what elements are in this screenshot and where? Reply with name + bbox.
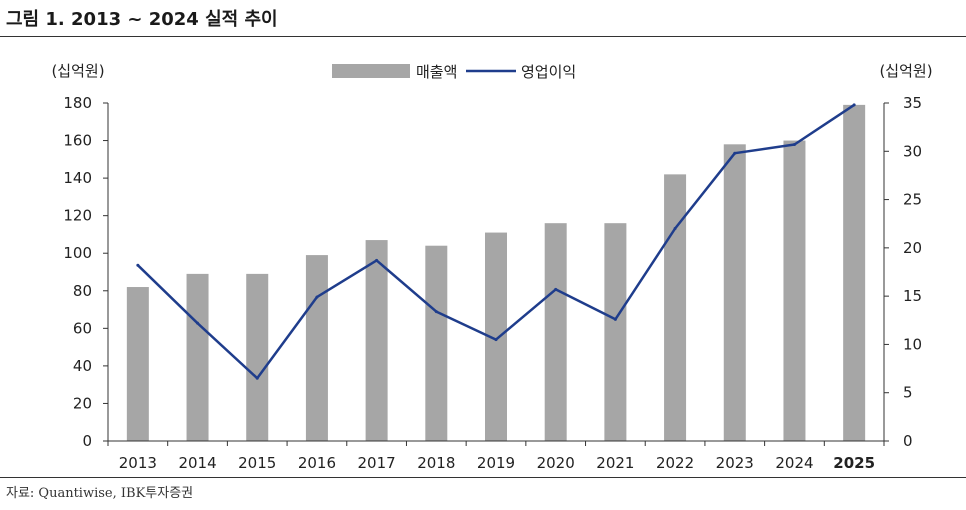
bar-2017	[365, 240, 388, 441]
axes: 0204060801001201401601800510152025303520…	[63, 94, 922, 472]
right-tick-label-25: 25	[903, 191, 922, 209]
line-point-2018	[434, 310, 438, 314]
line-point-2021	[613, 317, 617, 321]
bar-2016	[305, 255, 328, 441]
left-tick-label-60: 60	[73, 319, 92, 337]
bar-series	[126, 104, 866, 442]
right-tick-label-0: 0	[903, 432, 913, 450]
left-tick-label-20: 20	[73, 394, 92, 412]
left-tick-label-160: 160	[63, 132, 92, 150]
bar-2015	[246, 273, 269, 441]
left-axis-unit: (십억원)	[51, 62, 104, 80]
bar-2018	[425, 245, 448, 441]
bar-2013	[126, 287, 149, 441]
left-tick-label-140: 140	[63, 169, 92, 187]
left-tick-label-80: 80	[73, 282, 92, 300]
line-point-2019	[494, 338, 498, 342]
right-tick-label-10: 10	[903, 335, 922, 353]
bar-2020	[544, 223, 567, 441]
x-tick-label-2019: 2019	[477, 454, 515, 472]
line-point-2023	[733, 151, 737, 155]
line-point-2013	[136, 263, 140, 267]
left-tick-label-100: 100	[63, 244, 92, 262]
x-tick-label-2025: 2025	[833, 454, 875, 472]
line-point-2025	[852, 103, 856, 107]
right-tick-label-5: 5	[903, 384, 913, 402]
bar-2025	[843, 104, 866, 441]
bar-2019	[485, 232, 507, 441]
bar-2014	[186, 273, 209, 441]
legend-label-bar: 매출액	[416, 63, 457, 81]
legend-label-line: 영업이익	[521, 63, 576, 81]
source-note: 자료: Quantiwise, IBK투자증권	[6, 486, 194, 501]
x-tick-label-2021: 2021	[596, 454, 634, 472]
top-rule	[0, 36, 966, 37]
x-tick-label-2016: 2016	[298, 454, 336, 472]
chart-title: 그림 1. 2013 ~ 2024 실적 추이	[6, 9, 278, 30]
x-tick-label-2018: 2018	[417, 454, 455, 472]
x-tick-label-2020: 2020	[537, 454, 575, 472]
left-tick-label-0: 0	[82, 432, 92, 450]
legend: 매출액 영업이익	[332, 63, 576, 81]
x-tick-label-2013: 2013	[119, 454, 157, 472]
right-tick-label-35: 35	[903, 94, 922, 112]
line-point-2022	[673, 227, 677, 231]
x-tick-label-2014: 2014	[178, 454, 216, 472]
right-axis-unit: (십억원)	[879, 62, 932, 80]
x-tick-label-2023: 2023	[716, 454, 754, 472]
left-tick-label-180: 180	[63, 94, 92, 112]
line-point-2015	[255, 376, 259, 380]
bar-2023	[723, 144, 746, 442]
line-series	[136, 103, 856, 380]
bar-2022	[664, 174, 687, 441]
line-point-2020	[554, 287, 558, 291]
left-tick-label-40: 40	[73, 357, 92, 375]
right-tick-label-20: 20	[903, 239, 922, 257]
bar-2021	[604, 223, 627, 441]
line-point-2016	[315, 295, 319, 299]
x-tick-label-2022: 2022	[656, 454, 694, 472]
combo-chart: 매출액 영업이익 (십억원) (십억원) 02040608010012014016…	[51, 62, 932, 472]
x-tick-label-2017: 2017	[358, 454, 396, 472]
bottom-rule	[0, 477, 966, 478]
right-tick-label-15: 15	[903, 287, 922, 305]
bar-2024	[783, 140, 806, 442]
legend-swatch-bar	[332, 64, 410, 78]
line-point-2024	[792, 143, 796, 147]
left-tick-label-120: 120	[63, 207, 92, 225]
x-tick-label-2015: 2015	[238, 454, 276, 472]
line-point-2014	[196, 321, 200, 325]
line-point-2017	[375, 258, 379, 262]
right-tick-label-30: 30	[903, 142, 922, 160]
x-tick-label-2024: 2024	[775, 454, 813, 472]
